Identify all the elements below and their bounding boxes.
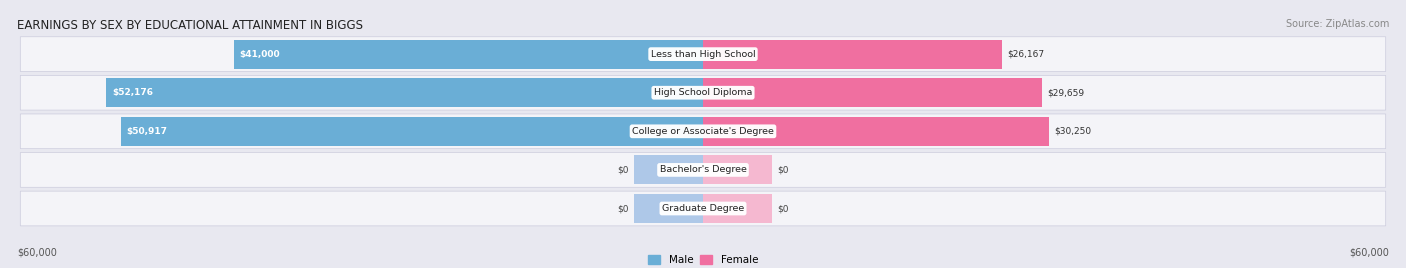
Text: Graduate Degree: Graduate Degree <box>662 204 744 213</box>
Text: $0: $0 <box>617 165 628 174</box>
Text: $29,659: $29,659 <box>1047 88 1085 97</box>
Bar <box>703 117 1049 146</box>
Text: College or Associate's Degree: College or Associate's Degree <box>633 127 773 136</box>
Text: $30,250: $30,250 <box>1054 127 1091 136</box>
Bar <box>235 40 703 69</box>
Bar <box>121 117 703 146</box>
Text: $60,000: $60,000 <box>1350 247 1389 257</box>
Text: $52,176: $52,176 <box>112 88 153 97</box>
Text: EARNINGS BY SEX BY EDUCATIONAL ATTAINMENT IN BIGGS: EARNINGS BY SEX BY EDUCATIONAL ATTAINMEN… <box>17 19 363 32</box>
Legend: Male, Female: Male, Female <box>648 255 758 265</box>
Text: $0: $0 <box>617 204 628 213</box>
Bar <box>703 194 772 223</box>
Bar <box>703 78 1042 107</box>
Bar <box>703 40 1002 69</box>
Bar <box>634 194 703 223</box>
Text: High School Diploma: High School Diploma <box>654 88 752 97</box>
FancyBboxPatch shape <box>20 37 1386 72</box>
FancyBboxPatch shape <box>20 191 1386 226</box>
Text: $41,000: $41,000 <box>239 50 280 59</box>
Text: Bachelor's Degree: Bachelor's Degree <box>659 165 747 174</box>
Text: $0: $0 <box>778 204 789 213</box>
Text: $50,917: $50,917 <box>127 127 167 136</box>
Text: $0: $0 <box>778 165 789 174</box>
Bar <box>703 155 772 184</box>
Text: Less than High School: Less than High School <box>651 50 755 59</box>
FancyBboxPatch shape <box>20 114 1386 149</box>
Text: $26,167: $26,167 <box>1008 50 1045 59</box>
FancyBboxPatch shape <box>20 152 1386 187</box>
Text: Source: ZipAtlas.com: Source: ZipAtlas.com <box>1285 19 1389 29</box>
FancyBboxPatch shape <box>20 75 1386 110</box>
Text: $60,000: $60,000 <box>17 247 56 257</box>
Bar <box>107 78 703 107</box>
Bar <box>634 155 703 184</box>
